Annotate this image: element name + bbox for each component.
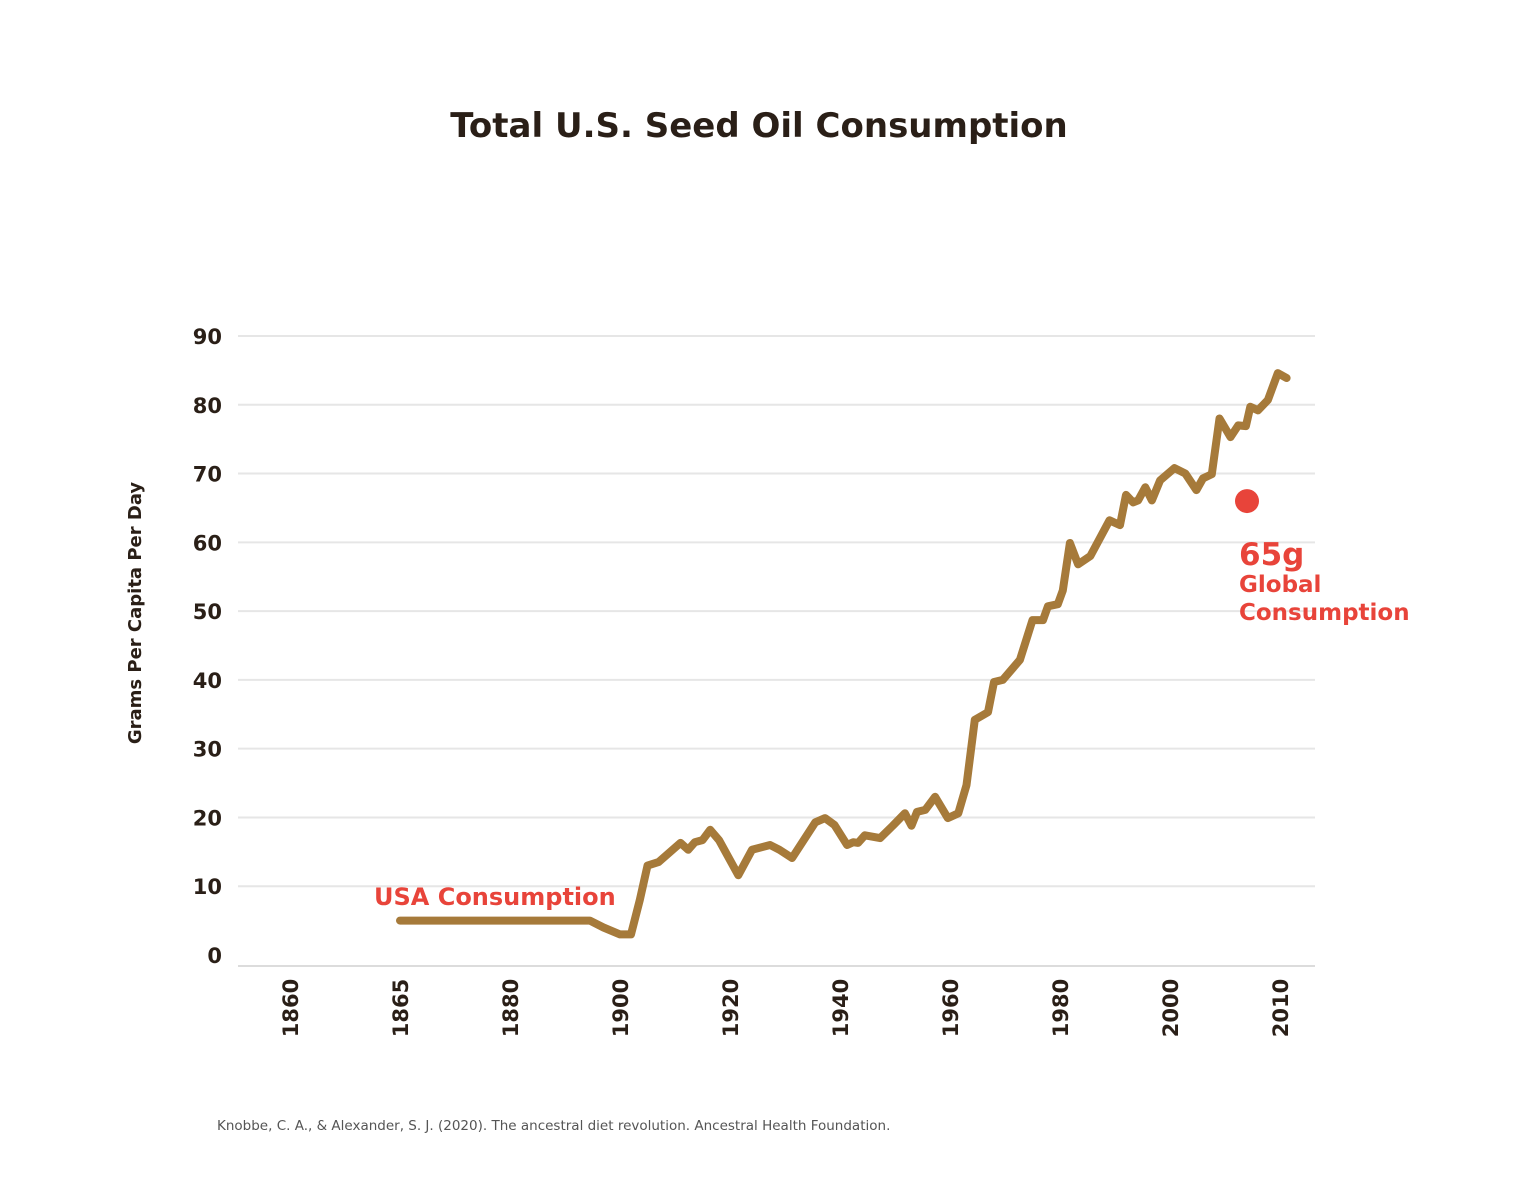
x-tick-label: 1920 [719, 979, 743, 1037]
x-tick-labels: 1860 1865 1880 1900 1920 1940 1960 1980 2000 2010 [279, 979, 1293, 1037]
y-tick-labels: 0 10 20 30 40 50 60 70 80 90 [193, 325, 222, 968]
series-line-usa-consumption [396, 369, 1291, 939]
x-tick-label: 1860 [279, 979, 303, 1037]
usa-consumption-label: USA Consumption [374, 883, 616, 911]
x-tick-label: 1880 [499, 979, 523, 1037]
chart-title: Total U.S. Seed Oil Consumption [450, 106, 1068, 146]
x-tick-label: 2000 [1159, 979, 1183, 1037]
y-tick-label: 20 [193, 806, 222, 830]
global-label-line2: Consumption [1239, 600, 1410, 626]
global-value-label: 65g [1239, 537, 1304, 573]
y-tick-label: 40 [193, 669, 222, 693]
global-label-line1: Global [1239, 572, 1321, 598]
x-tick-label: 2010 [1269, 979, 1293, 1037]
x-tick-label: 1900 [609, 979, 633, 1037]
gridlines [238, 335, 1315, 888]
source-citation: Knobbe, C. A., & Alexander, S. J. (2020)… [217, 1118, 890, 1134]
x-tick-label: 1865 [389, 979, 413, 1037]
x-tick-label: 1980 [1049, 979, 1073, 1037]
x-tick-label: 1940 [829, 979, 853, 1037]
y-tick-label: 0 [207, 944, 222, 968]
y-tick-label: 30 [193, 738, 222, 762]
y-tick-label: 50 [193, 600, 222, 624]
y-tick-label: 10 [193, 875, 222, 899]
y-tick-label: 90 [193, 325, 222, 349]
x-tick-label: 1960 [939, 979, 963, 1037]
y-tick-label: 60 [193, 531, 222, 555]
y-tick-label: 80 [193, 394, 222, 418]
y-tick-label: 70 [193, 463, 222, 487]
y-axis-label: Grams Per Capita Per Day [125, 482, 146, 745]
global-consumption-point [1235, 489, 1259, 514]
